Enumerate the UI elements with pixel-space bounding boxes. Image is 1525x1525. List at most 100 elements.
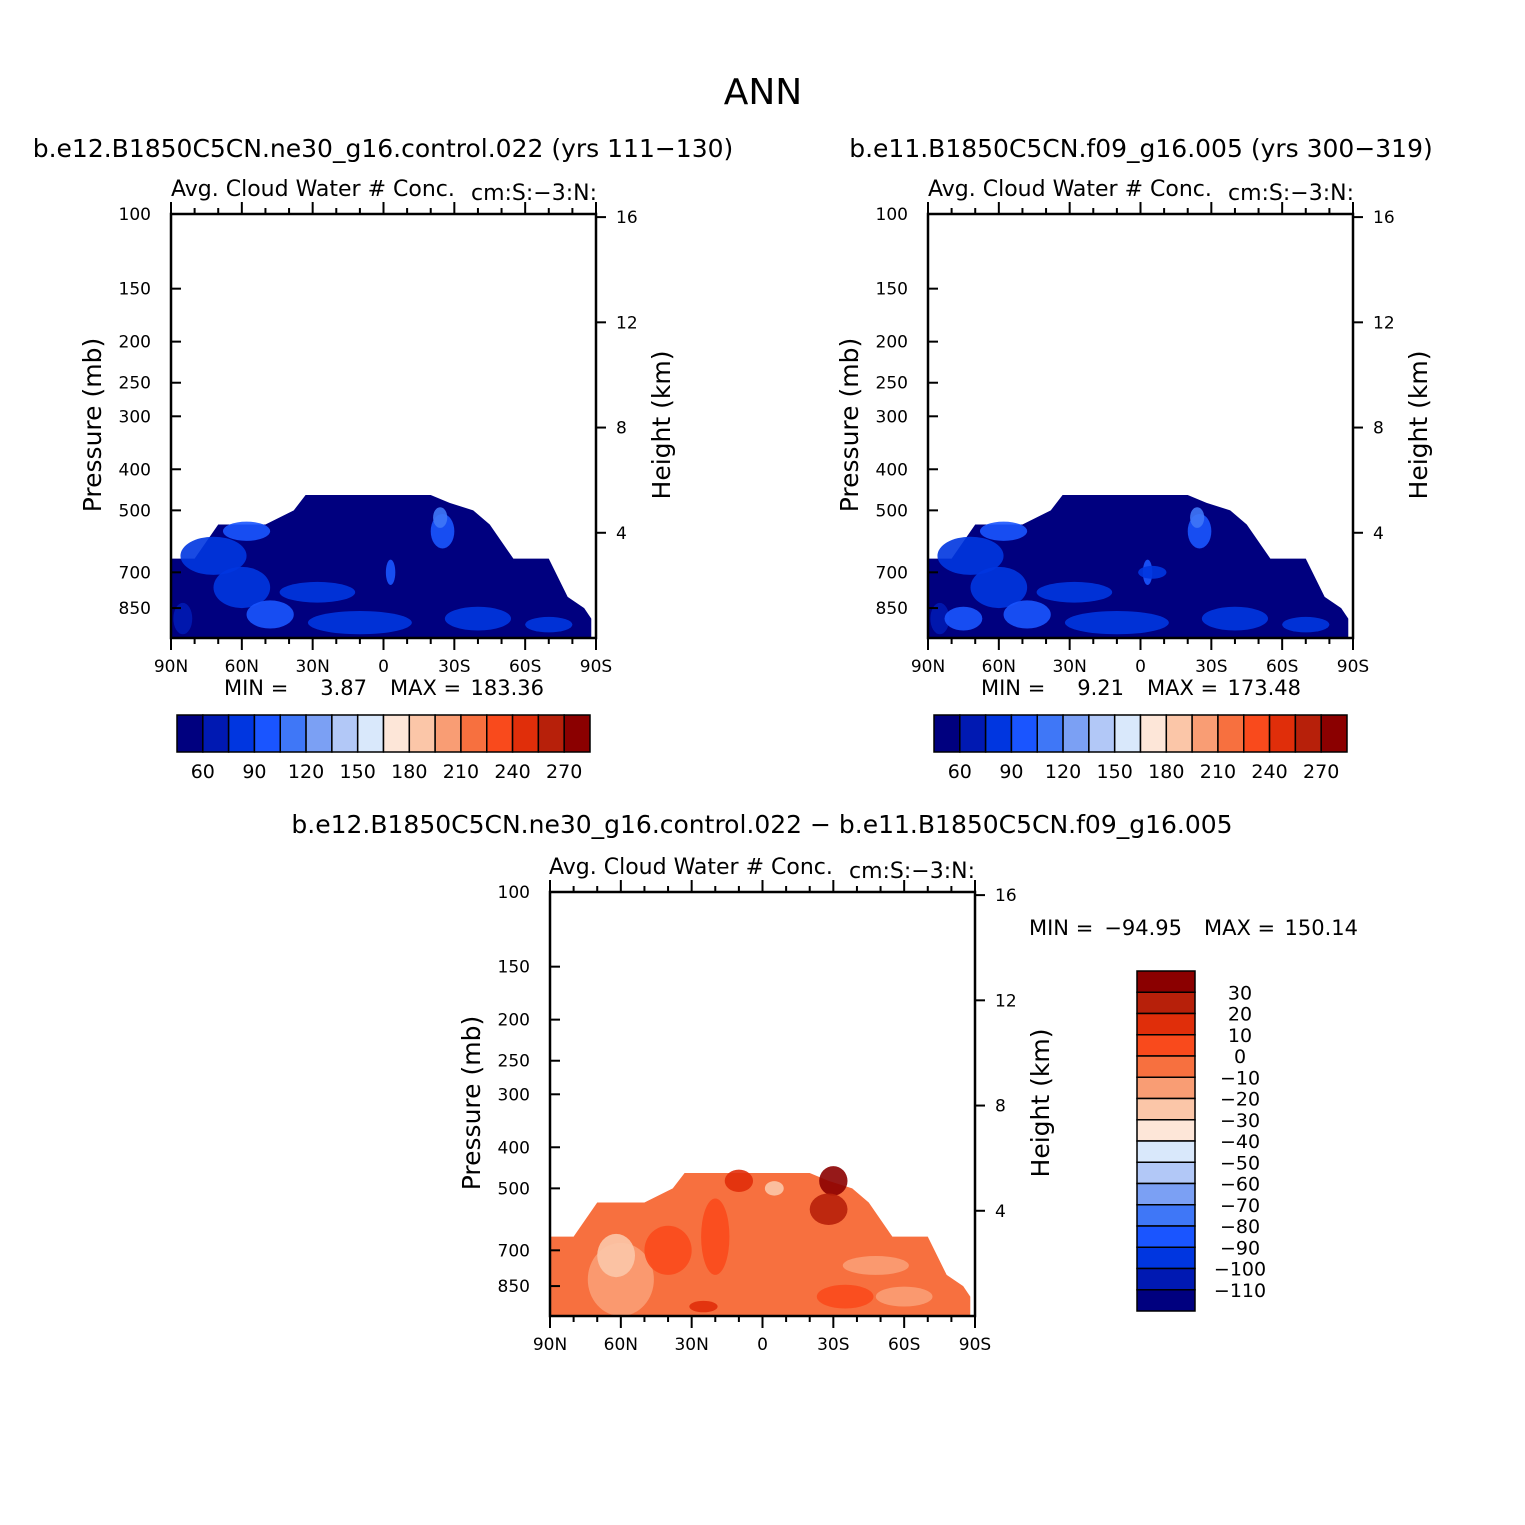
x-tick-label: 60N xyxy=(982,657,1016,677)
contour-patch xyxy=(173,602,193,635)
contour-patch xyxy=(819,1166,848,1196)
colorbar-label: 270 xyxy=(1303,761,1339,783)
y-axis-label: Pressure (mb) xyxy=(457,1016,486,1190)
colorbar-top-left: 60 90 120 150 180 210 240 270 xyxy=(176,714,591,783)
colorbar-label: 240 xyxy=(1251,761,1287,783)
x-tick-label: 0 xyxy=(378,657,389,677)
y-tick-label: 250 xyxy=(876,374,908,394)
panel-subtitle-left: Avg. Cloud Water # Conc. xyxy=(171,177,455,202)
y-tick-label: 700 xyxy=(876,563,908,583)
panel-title: b.e11.B1850C5CN.f09_g16.005 (yrs 300−319… xyxy=(849,134,1433,163)
contour-patch xyxy=(444,606,512,631)
min-label: MIN = xyxy=(224,676,288,700)
contour-patch xyxy=(307,611,412,635)
colorbar-swatch xyxy=(331,714,359,753)
x-tick-label: 0 xyxy=(757,1335,768,1355)
colorbar-label: 90 xyxy=(999,761,1023,783)
x-tick-label: 30S xyxy=(438,657,470,677)
y-tick-label: 400 xyxy=(119,460,151,480)
colorbar-swatch xyxy=(984,714,1013,753)
colorbar-label: 210 xyxy=(1200,761,1236,783)
panel-title: b.e12.B1850C5CN.ne30_g16.control.022 − b… xyxy=(291,810,1232,839)
x-tick-label: 90N xyxy=(533,1335,567,1355)
colorbar-label: −110 xyxy=(1214,1280,1266,1302)
colorbar-bottom-difference: 3020100−10−20−30−40−50−60−70−80−90−100−1… xyxy=(1136,970,1266,1312)
page-title: ANN xyxy=(724,72,803,113)
contour-patch xyxy=(816,1284,874,1309)
y-right-tick-label: 16 xyxy=(616,208,638,228)
y-axis-label: Pressure (mb) xyxy=(78,338,107,512)
colorbar-label: −60 xyxy=(1220,1174,1260,1196)
x-tick-label: 30S xyxy=(1195,657,1227,677)
colorbar-label: −40 xyxy=(1220,1131,1260,1153)
contour-patch xyxy=(246,600,294,629)
colorbar-label: −30 xyxy=(1220,1110,1260,1132)
colorbar-swatch xyxy=(1136,1225,1196,1248)
y-right-tick-label: 8 xyxy=(995,1097,1006,1117)
y-axis-label: Pressure (mb) xyxy=(835,338,864,512)
y-tick-label: 500 xyxy=(498,1179,530,1199)
colorbar-swatch xyxy=(1136,1161,1196,1185)
colorbar-swatch xyxy=(176,714,204,753)
max-label: MAX = xyxy=(1147,676,1218,700)
y-right-tick-label: 4 xyxy=(995,1202,1006,1222)
colorbar-swatch xyxy=(279,714,307,753)
colorbar-label: −20 xyxy=(1220,1089,1260,1111)
y-tick-label: 500 xyxy=(119,501,151,521)
colorbar-label: 90 xyxy=(242,761,266,783)
y-tick-label: 200 xyxy=(119,333,151,353)
colorbar-swatch xyxy=(1062,714,1090,753)
colorbar-label: 210 xyxy=(443,761,479,783)
contour-patch xyxy=(525,616,573,633)
field-layer xyxy=(550,1166,971,1316)
colorbar-swatch xyxy=(1010,714,1038,753)
contour-patch xyxy=(809,1193,848,1225)
y-tick-label: 850 xyxy=(119,599,151,619)
colorbar-label: −70 xyxy=(1220,1195,1260,1217)
colorbar-swatch xyxy=(305,714,333,753)
colorbar-swatch xyxy=(1136,1076,1196,1100)
y-axis-label-right: Height (km) xyxy=(1404,351,1433,500)
min-label: MIN = xyxy=(981,676,1045,700)
y-right-tick-label: 8 xyxy=(616,419,627,439)
x-tick-label: 0 xyxy=(1135,657,1146,677)
x-tick-label: 60N xyxy=(604,1335,638,1355)
y-tick-label: 300 xyxy=(498,1085,530,1105)
min-value: 9.21 xyxy=(1077,676,1124,700)
x-tick-label: 60S xyxy=(509,657,541,677)
colorbar-swatch xyxy=(1320,714,1348,753)
colorbar-swatch xyxy=(1113,714,1142,753)
panel-subtitle-right: cm:S:−3:N: xyxy=(849,859,975,884)
contour-patch xyxy=(930,602,950,635)
colorbar-label: 120 xyxy=(1045,761,1081,783)
colorbar-swatch xyxy=(382,714,411,753)
colorbar-label: 60 xyxy=(191,761,215,783)
colorbar-swatch xyxy=(1217,714,1245,753)
colorbar-swatch xyxy=(1136,1140,1196,1163)
colorbar-label: −10 xyxy=(1220,1067,1260,1089)
x-tick-label: 90S xyxy=(959,1335,991,1355)
field-layer xyxy=(928,495,1349,638)
contour-patch xyxy=(279,581,356,603)
colorbar-swatch xyxy=(563,714,591,753)
contour-patch xyxy=(1190,507,1205,528)
y-right-tick-label: 12 xyxy=(995,991,1017,1011)
colorbar-label: 120 xyxy=(288,761,324,783)
y-right-tick-label: 8 xyxy=(1373,419,1384,439)
colorbar-swatch xyxy=(202,714,230,753)
y-tick-label: 850 xyxy=(876,599,908,619)
panel-subtitle-right: cm:S:−3:N: xyxy=(1228,181,1354,206)
colorbar-swatch xyxy=(1268,714,1297,753)
y-tick-label: 150 xyxy=(498,958,530,978)
y-right-tick-label: 16 xyxy=(1373,208,1395,228)
colorbar-swatch xyxy=(1136,1012,1196,1036)
colorbar-swatch xyxy=(537,714,565,753)
panel-subtitle-left: Avg. Cloud Water # Conc. xyxy=(928,177,1212,202)
y-tick-label: 250 xyxy=(119,374,151,394)
y-tick-label: 500 xyxy=(876,501,908,521)
contour-patch xyxy=(724,1169,754,1193)
colorbar-label: 60 xyxy=(948,761,972,783)
colorbar-label: 20 xyxy=(1228,1004,1252,1026)
